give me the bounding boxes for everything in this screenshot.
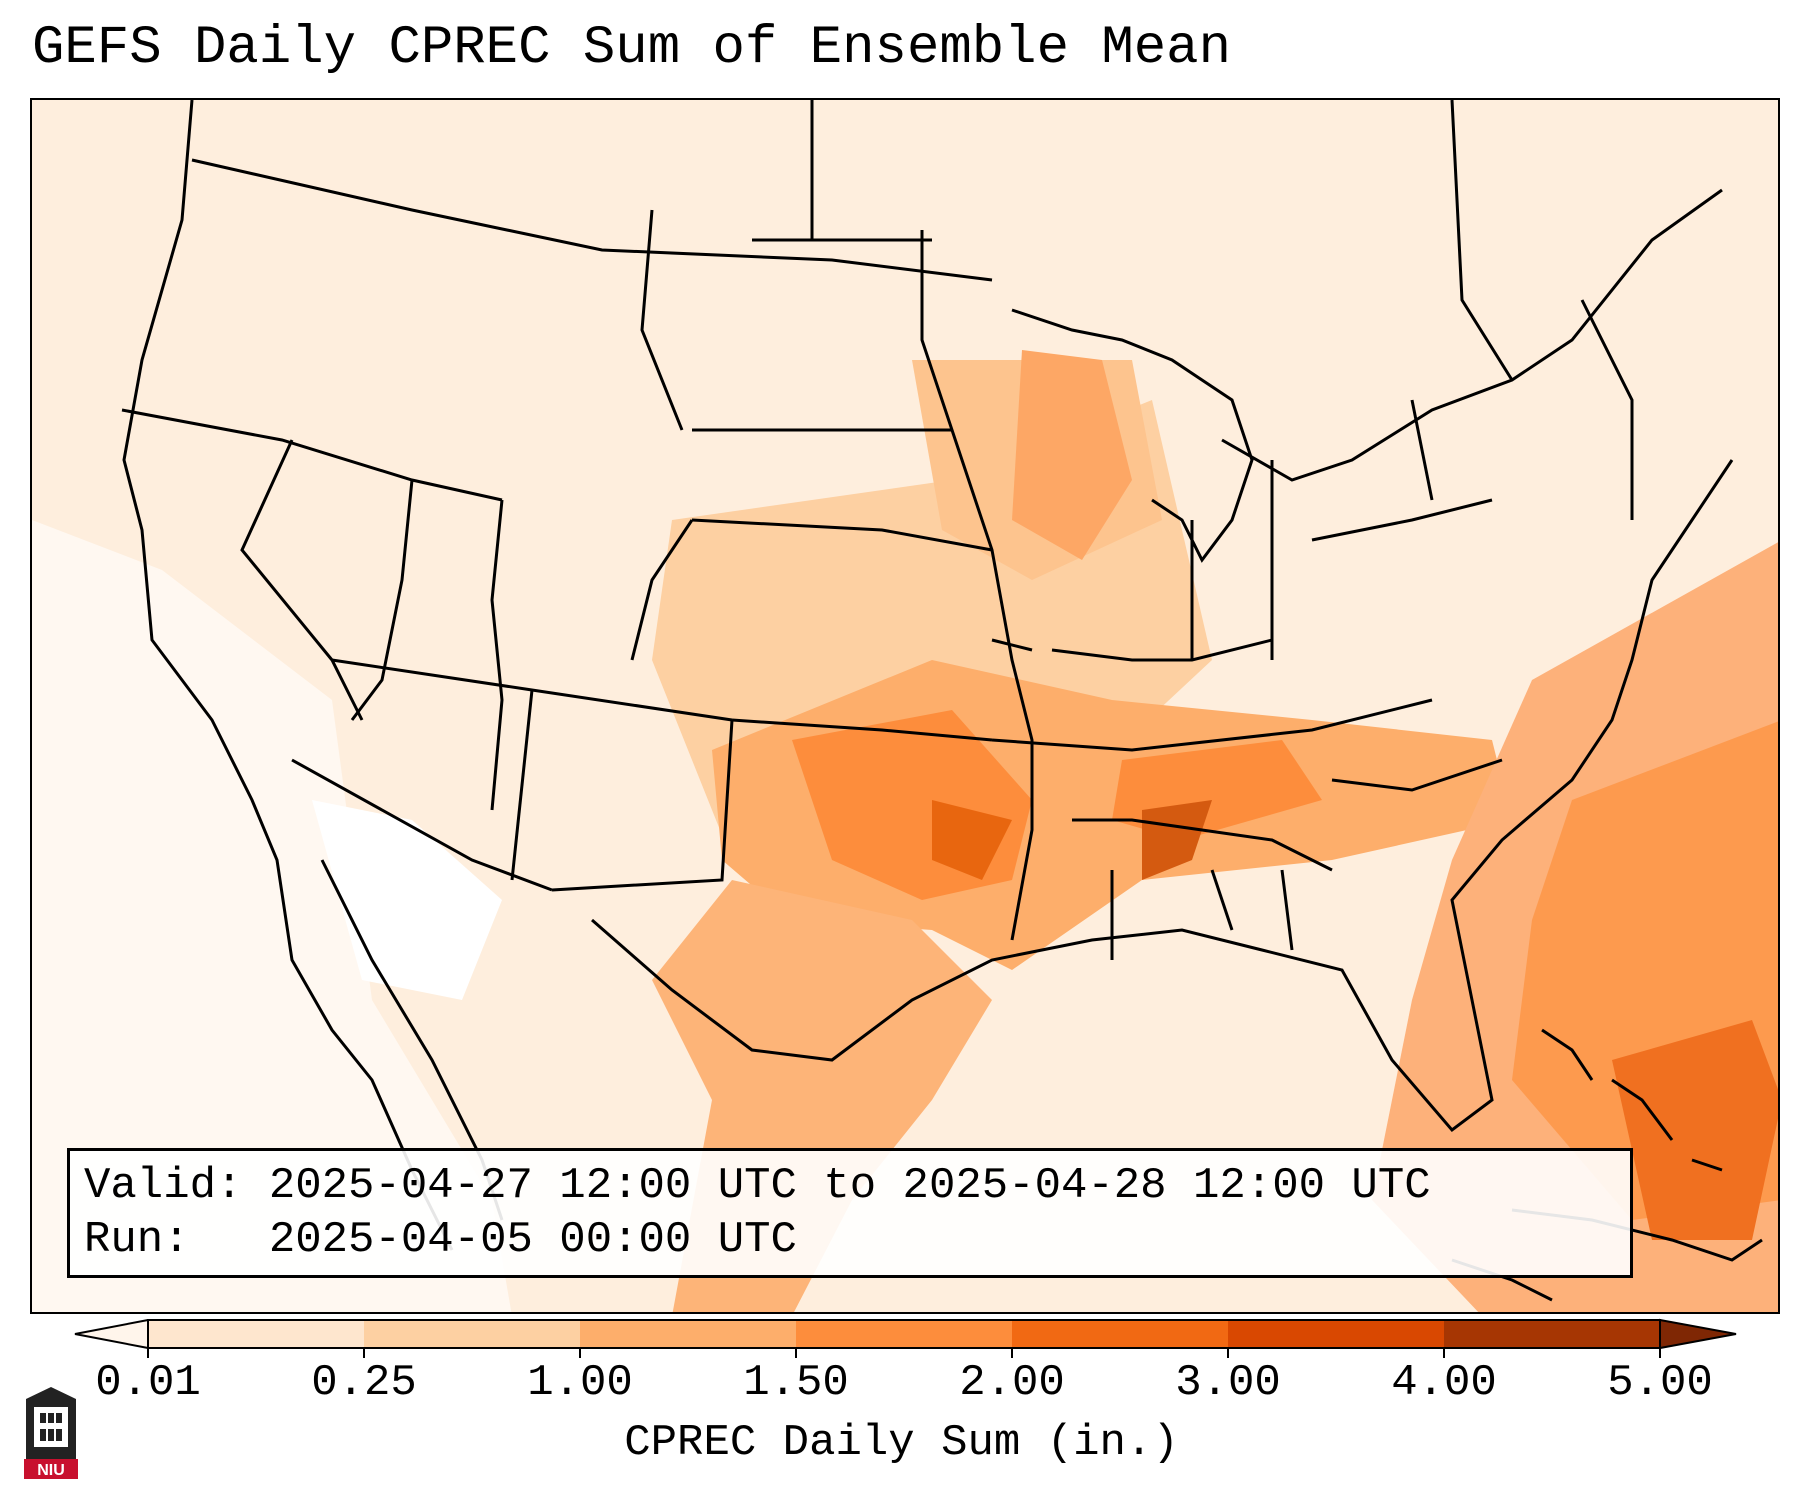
- niu-logo: NIU: [24, 1387, 78, 1479]
- colorbar: [74, 1318, 1737, 1358]
- map-canvas: [32, 100, 1778, 1312]
- colorbar-segment: [148, 1320, 365, 1348]
- colorbar-tick-label: 0.25: [311, 1358, 417, 1408]
- colorbar-frame: [147, 1319, 1661, 1349]
- colorbar-tick-label: 1.00: [527, 1358, 633, 1408]
- colorbar-tick-label: 1.50: [743, 1358, 849, 1408]
- run-label: Run:: [84, 1215, 190, 1265]
- colorbar-max-extend: [1659, 1318, 1737, 1350]
- run-value: 2025-04-05 00:00 UTC: [268, 1215, 797, 1265]
- precipitation-map: [30, 98, 1780, 1314]
- colorbar-segment: [1444, 1320, 1661, 1348]
- colorbar-tick-label: 4.00: [1391, 1358, 1497, 1408]
- valid-value: 2025-04-27 12:00 UTC to 2025-04-28 12:00…: [268, 1161, 1431, 1211]
- colorbar-min-extend: [74, 1319, 149, 1349]
- colorbar-tick-label: 3.00: [1175, 1358, 1281, 1408]
- colorbar-segments: [148, 1320, 1661, 1348]
- state-borders: [121, 100, 1734, 1251]
- valid-label: Valid:: [84, 1161, 243, 1211]
- precip-field: [32, 100, 1778, 1312]
- colorbar-segment: [1012, 1320, 1229, 1348]
- colorbar-ticks: [147, 1348, 1661, 1358]
- colorbar-tick-label: 2.00: [959, 1358, 1065, 1408]
- colorbar-tick-label: 0.01: [95, 1358, 201, 1408]
- colorbar-segment: [580, 1320, 797, 1348]
- colorbar-label: CPREC Daily Sum (in.): [624, 1418, 1179, 1468]
- colorbar-tick-label: 5.00: [1607, 1358, 1713, 1408]
- colorbar-segment: [1228, 1320, 1445, 1348]
- colorbar-segment: [796, 1320, 1013, 1348]
- colorbar-segment: [364, 1320, 581, 1348]
- svg-text:NIU: NIU: [37, 1462, 65, 1479]
- map-title: GEFS Daily CPREC Sum of Ensemble Mean: [32, 18, 1231, 79]
- valid-run-info-box: Valid: 2025-04-27 12:00 UTC to 2025-04-2…: [67, 1148, 1633, 1278]
